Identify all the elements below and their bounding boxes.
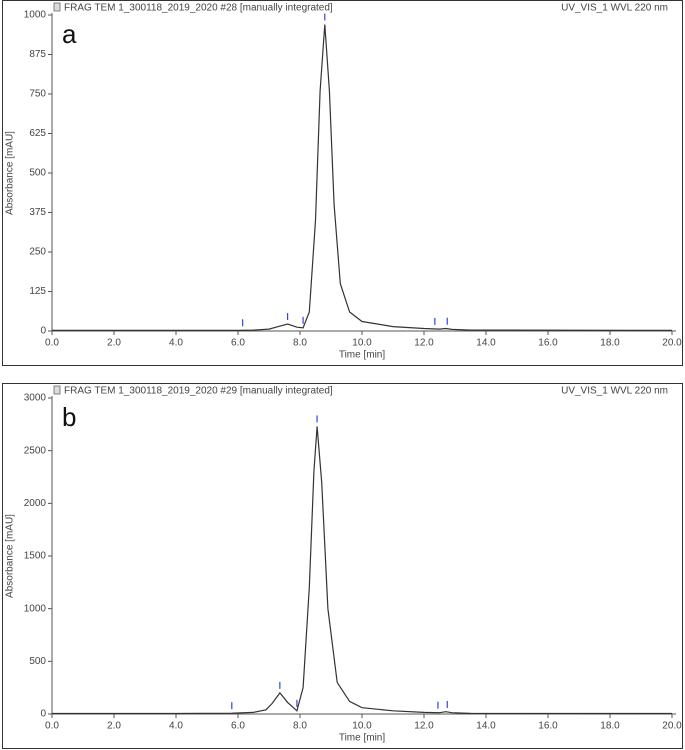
chart-subtitle: UV_VIS_1 WVL 220 nm [561,3,668,14]
x-tick-label: 6.0 [231,338,245,349]
y-tick-label: 875 [29,49,46,60]
x-tick-label: 4.0 [169,721,183,732]
trace [52,426,673,715]
x-tick-label: 8.0 [293,721,307,732]
x-tick-label: 18.0 [600,338,620,349]
y-tick-label: 1000 [24,603,47,614]
chart-subtitle: UV_VIS_1 WVL 220 nm [561,386,668,397]
y-tick-label: 1000 [24,10,47,21]
y-axis-label: Absorbance [mAU] [5,131,16,215]
y-tick-label: 2500 [24,445,47,456]
x-tick-label: 8.0 [293,338,307,349]
y-tick-label: 625 [29,128,46,139]
x-tick-label: 10.0 [352,338,372,349]
x-tick-label: 12.0 [414,721,434,732]
x-tick-label: 12.0 [414,338,434,349]
panel-frame [2,383,683,749]
y-tick-label: 375 [29,207,46,218]
doc-icon [53,385,61,395]
x-tick-label: 20.0 [662,721,682,732]
x-tick-label: 2.0 [107,721,121,732]
y-tick-label: 0 [40,326,46,337]
y-tick-label: 125 [29,286,46,297]
x-tick-label: 16.0 [538,338,558,349]
y-tick-label: 750 [29,89,46,100]
doc-icon [53,2,61,12]
y-tick-label: 500 [29,168,46,179]
y-tick-label: 500 [29,656,46,667]
x-tick-label: 16.0 [538,721,558,732]
y-tick-label: 1500 [24,551,47,562]
x-axis-label: Time [min] [339,733,386,744]
trace [52,24,673,331]
x-tick-label: 18.0 [600,721,620,732]
chart-title: FRAG TEM 1_300118_2019_2020 #28 [manuall… [64,3,333,14]
chart-title: FRAG TEM 1_300118_2019_2020 #29 [manuall… [64,386,333,397]
x-tick-label: 4.0 [169,338,183,349]
x-tick-label: 0.0 [45,338,59,349]
x-tick-label: 14.0 [476,338,496,349]
x-tick-label: 2.0 [107,338,121,349]
panel: FRAG TEM 1_300118_2019_2020 #28 [manuall… [2,0,683,366]
y-tick-label: 2000 [24,498,47,509]
panel: FRAG TEM 1_300118_2019_2020 #29 [manuall… [2,383,683,749]
x-tick-label: 10.0 [352,721,372,732]
y-tick-label: 0 [40,709,46,720]
y-tick-label: 3000 [24,393,47,404]
x-tick-label: 6.0 [231,721,245,732]
x-axis-label: Time [min] [339,350,386,361]
panel-frame [2,0,683,366]
x-tick-label: 0.0 [45,721,59,732]
x-tick-label: 14.0 [476,721,496,732]
y-tick-label: 250 [29,247,46,258]
x-tick-label: 20.0 [662,338,682,349]
y-axis-label: Absorbance [mAU] [5,514,16,598]
panel-label: a [62,19,77,49]
panel-label: b [62,402,76,432]
